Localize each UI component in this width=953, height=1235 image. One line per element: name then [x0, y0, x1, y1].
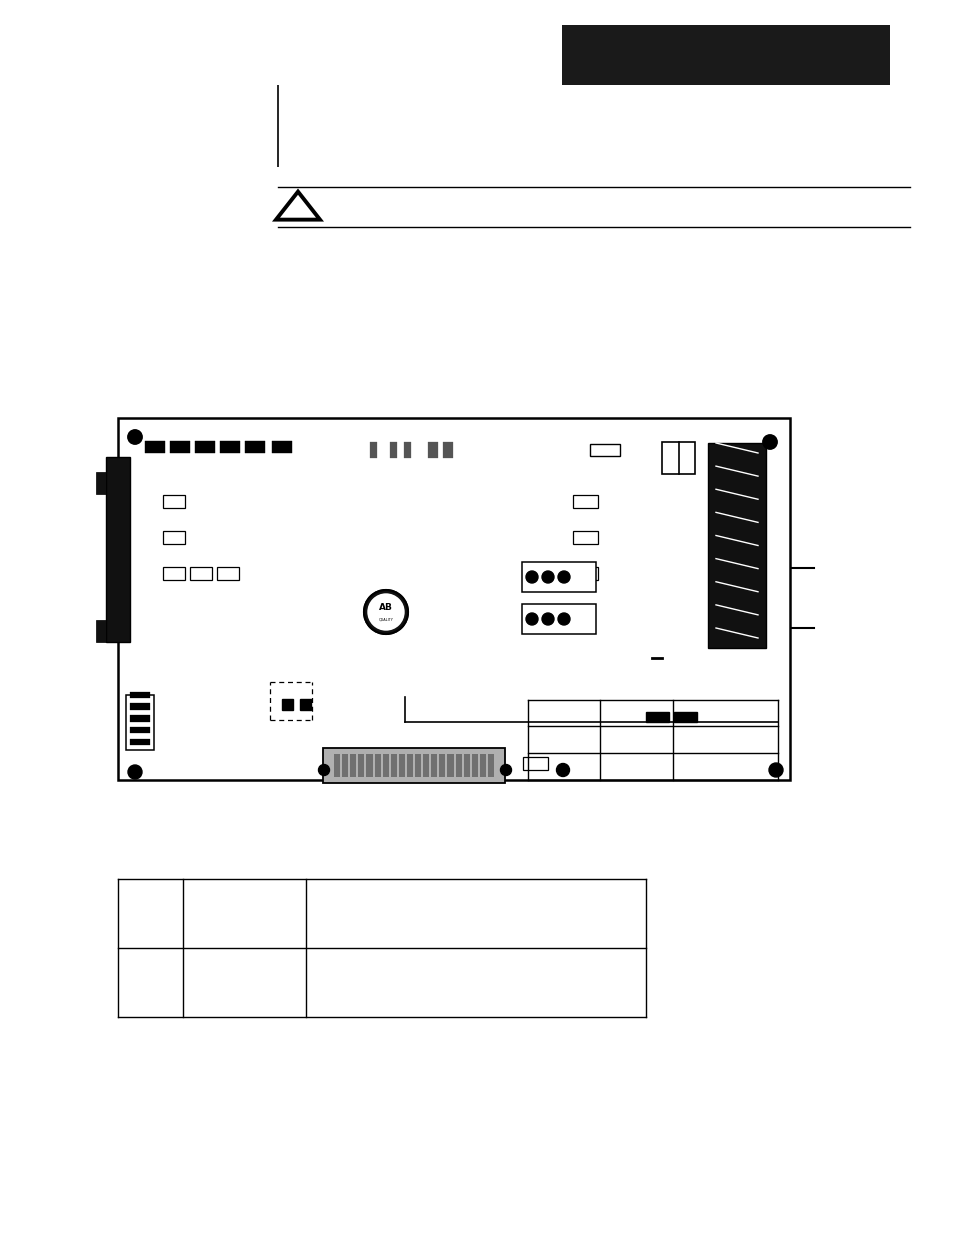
Bar — [521, 562, 596, 592]
Circle shape — [500, 764, 511, 776]
Bar — [673, 713, 697, 722]
Bar — [194, 441, 214, 453]
Circle shape — [558, 571, 569, 583]
Bar — [370, 442, 376, 458]
Bar — [403, 442, 411, 458]
Circle shape — [762, 435, 777, 450]
Bar — [366, 755, 372, 777]
Bar — [431, 755, 436, 777]
Bar — [573, 495, 598, 508]
Bar — [272, 441, 292, 453]
Bar — [407, 755, 413, 777]
Bar — [190, 567, 212, 580]
Circle shape — [558, 613, 569, 625]
Circle shape — [768, 763, 782, 777]
Bar — [645, 713, 668, 722]
Bar — [163, 567, 185, 580]
Circle shape — [364, 590, 408, 634]
Bar — [390, 442, 396, 458]
Bar — [463, 755, 469, 777]
Bar — [573, 567, 598, 580]
Bar — [375, 755, 380, 777]
Bar — [216, 567, 239, 580]
Bar — [245, 441, 265, 453]
Bar — [382, 755, 388, 777]
Bar — [428, 442, 437, 458]
Bar — [323, 748, 504, 783]
Bar — [589, 445, 619, 456]
Bar — [447, 755, 453, 777]
Bar — [299, 699, 311, 710]
Bar — [455, 755, 461, 777]
Bar — [438, 755, 445, 777]
Circle shape — [128, 764, 142, 779]
Bar — [334, 755, 339, 777]
Bar — [561, 25, 889, 85]
Bar — [358, 755, 364, 777]
Circle shape — [525, 613, 537, 625]
Bar — [130, 715, 150, 721]
Bar — [130, 692, 150, 698]
Circle shape — [367, 593, 404, 631]
Bar — [130, 703, 150, 710]
Bar — [106, 457, 130, 642]
Circle shape — [556, 763, 569, 777]
Circle shape — [541, 613, 554, 625]
Bar — [118, 417, 789, 781]
Bar — [471, 755, 477, 777]
Circle shape — [525, 571, 537, 583]
Bar — [163, 531, 185, 543]
Bar — [220, 441, 240, 453]
Bar — [130, 726, 150, 734]
Circle shape — [541, 571, 554, 583]
Bar — [398, 755, 404, 777]
Bar — [707, 443, 765, 648]
Bar — [521, 604, 596, 634]
Circle shape — [128, 430, 142, 445]
Bar — [350, 755, 355, 777]
Bar — [163, 495, 185, 508]
Text: QUALITY: QUALITY — [378, 618, 393, 621]
Bar — [391, 755, 396, 777]
Bar — [342, 755, 348, 777]
Bar — [96, 620, 106, 642]
Circle shape — [318, 764, 329, 776]
Bar — [145, 441, 165, 453]
Bar — [170, 441, 190, 453]
Bar — [126, 695, 153, 750]
Bar — [423, 755, 429, 777]
Bar — [479, 755, 485, 777]
Bar — [661, 442, 695, 474]
Bar — [487, 755, 494, 777]
Bar — [282, 699, 293, 710]
Bar — [573, 531, 598, 543]
Bar — [442, 442, 453, 458]
Bar — [522, 757, 547, 769]
Bar — [415, 755, 420, 777]
Bar — [130, 739, 150, 745]
Bar — [96, 472, 106, 494]
Text: AB: AB — [378, 604, 393, 613]
